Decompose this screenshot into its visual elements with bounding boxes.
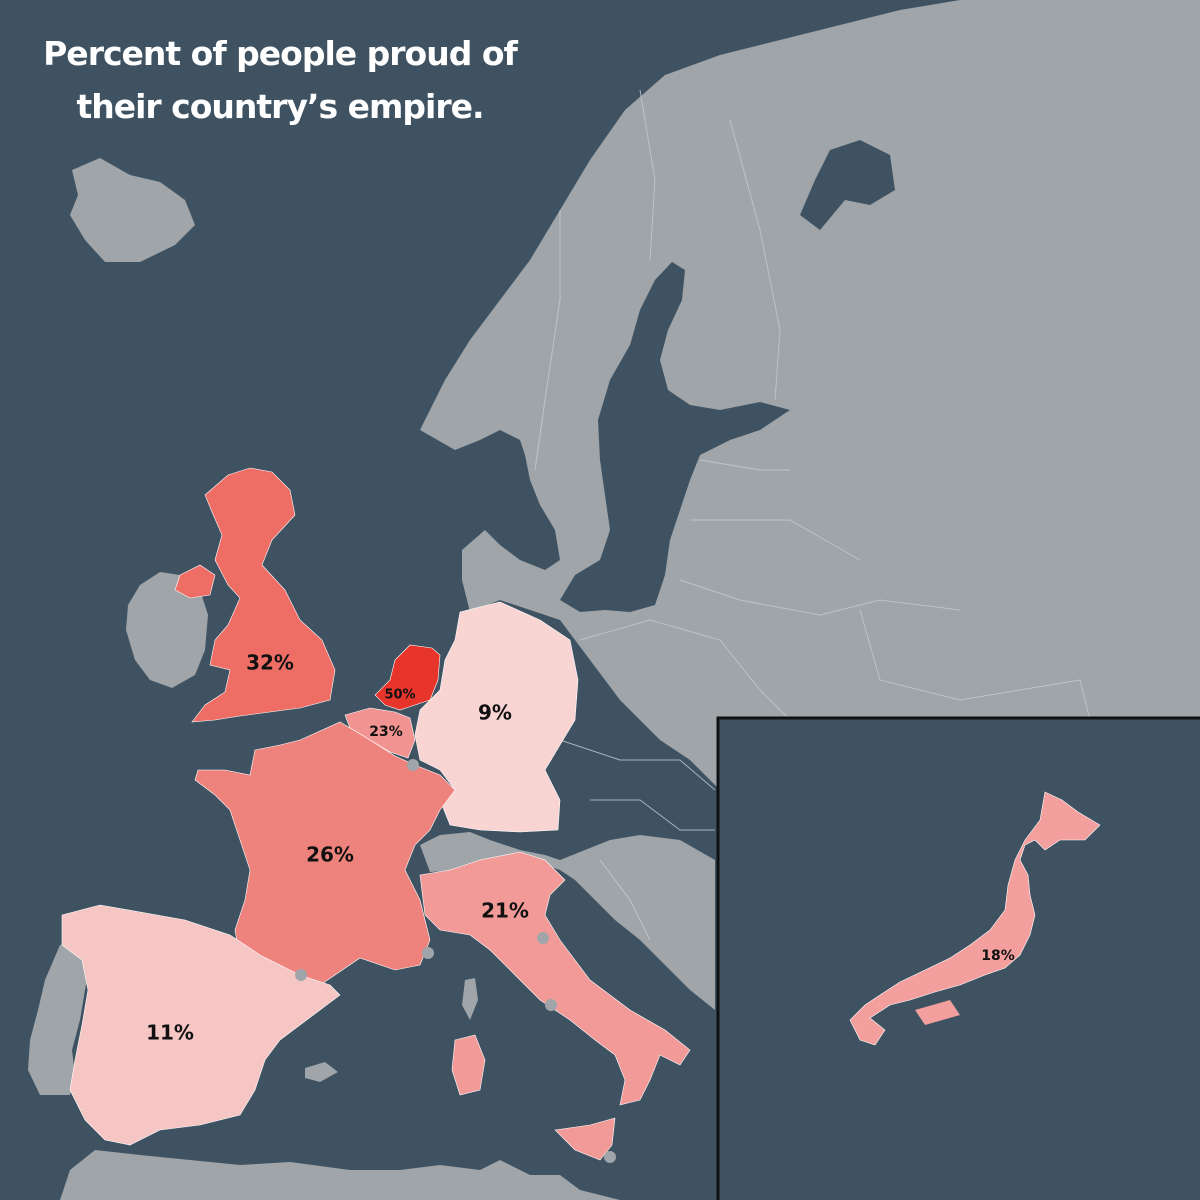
italy-mainland [419, 851, 691, 1106]
label-uk: 32% [246, 651, 294, 675]
danish-isles [512, 565, 545, 592]
portugal [28, 940, 90, 1095]
map-title-line-2: their country’s empire. [76, 86, 484, 126]
map-title: Percent of people proud of their country… [40, 28, 520, 134]
netherlands [374, 644, 441, 711]
label-spain: 11% [146, 1021, 194, 1045]
france [194, 721, 456, 986]
spain [61, 904, 341, 1146]
ireland [126, 572, 208, 688]
germany [414, 601, 579, 833]
gulf-of-bothnia [640, 285, 675, 350]
japan-inset [716, 716, 1200, 1200]
label-japan: 18% [981, 948, 1015, 964]
label-germany: 9% [478, 701, 512, 725]
uk [174, 467, 336, 723]
white-sea [800, 140, 895, 230]
label-netherlands: 50% [384, 688, 415, 703]
baltic-sea [560, 262, 790, 612]
corsica [462, 978, 478, 1020]
iceland [70, 158, 195, 262]
map-title-line-1: Percent of people proud of [43, 34, 518, 73]
balearic-islands [305, 1062, 338, 1082]
italy [419, 851, 691, 1161]
borders [534, 89, 1091, 941]
label-belgium: 23% [369, 724, 403, 740]
label-france: 26% [306, 843, 354, 867]
uk-shape [191, 467, 336, 723]
northern-ireland [174, 564, 216, 599]
sicily [554, 1117, 616, 1161]
label-italy: 21% [481, 899, 529, 923]
north-africa [60, 1150, 620, 1200]
shikoku [915, 1000, 960, 1025]
cities [295, 759, 616, 1163]
japan [849, 791, 1101, 1046]
sardinia [451, 1034, 486, 1096]
central-europe-balkans [420, 832, 715, 1010]
